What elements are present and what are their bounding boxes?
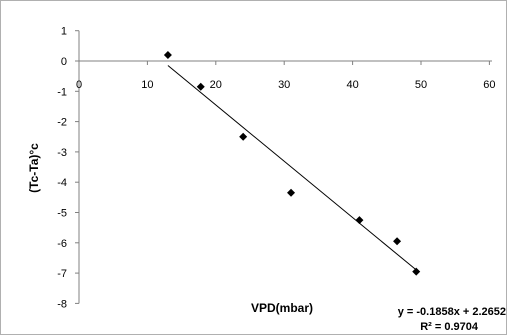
- x-tick-label: 60: [483, 79, 495, 91]
- y-axis-title: (Tc-Ta)°c: [27, 143, 41, 193]
- data-point: [412, 267, 421, 276]
- y-tick-label: -8: [57, 298, 67, 310]
- trendline-group: [167, 65, 417, 271]
- x-axis-title: VPD(mbar): [251, 301, 313, 315]
- x-tick-label: 50: [415, 79, 427, 91]
- y-tick-label: -2: [57, 117, 67, 129]
- y-tick-label: 0: [61, 56, 67, 68]
- y-tick-label: -6: [57, 238, 67, 250]
- y-tick-label: -3: [57, 147, 67, 159]
- x-tick-label: 30: [278, 79, 290, 91]
- y-tick-label: -1: [57, 86, 67, 98]
- y-tick-label: -7: [57, 268, 67, 280]
- data-point: [239, 132, 248, 141]
- x-tick-label: 20: [210, 79, 222, 91]
- x-tick-label: 40: [346, 79, 358, 91]
- y-tick-label: -4: [57, 177, 67, 189]
- data-points: [163, 50, 421, 276]
- trendline: [167, 65, 417, 271]
- x-tick-label: 0: [76, 79, 82, 91]
- y-tick-label: 1: [61, 26, 67, 38]
- x-axis: 0 10 20 30 40 50 60: [76, 60, 496, 91]
- x-tick-label: 10: [141, 79, 153, 91]
- data-point: [163, 50, 172, 59]
- y-tick-label: -5: [57, 208, 67, 220]
- trendline-equation: y = -0.1858x + 2.2652: [398, 306, 506, 318]
- data-point: [196, 82, 205, 91]
- r-squared-label: R² = 0.9704: [420, 321, 479, 333]
- data-point: [287, 188, 296, 197]
- y-axis: 1 0 -1 -2 -3 -4 -5 -6 -7 -8: [57, 26, 80, 310]
- data-point: [355, 216, 364, 225]
- data-point: [393, 237, 402, 246]
